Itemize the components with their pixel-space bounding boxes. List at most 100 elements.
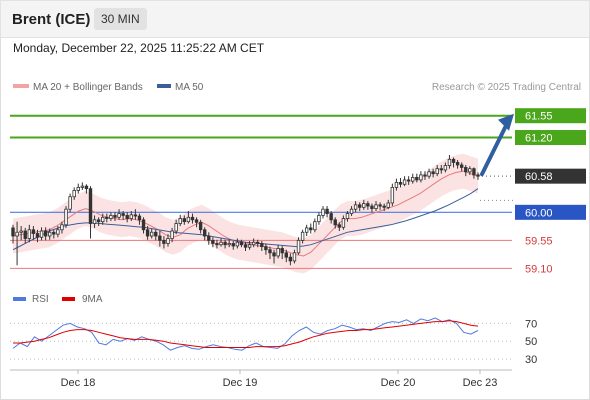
candle-body (317, 215, 321, 223)
candle-body (141, 219, 146, 231)
candle-body (468, 168, 472, 173)
candle-body (60, 224, 64, 231)
candle-body (43, 230, 48, 237)
candlesticks (11, 154, 480, 266)
candle-body (247, 244, 252, 248)
candle-body (117, 213, 121, 218)
pivot-badge-60.00 (515, 204, 586, 220)
ma9-line (13, 320, 479, 348)
candle-body (378, 204, 382, 207)
candle-body (268, 249, 272, 254)
candle-body (203, 229, 207, 237)
rsi-line (12, 317, 479, 351)
candle-body (84, 185, 89, 190)
candle-body (166, 238, 170, 244)
candle-body (121, 213, 125, 216)
candle-body (431, 171, 435, 175)
candle-body (19, 230, 23, 233)
candle-body (476, 174, 480, 177)
candle-body (96, 219, 101, 223)
candle-body (251, 241, 256, 246)
candle-body (341, 218, 346, 228)
last-price-badge (515, 168, 586, 184)
resistance-label-61.20: 61.20 (525, 133, 553, 145)
candle-body (68, 196, 72, 210)
chart-header: Brent (ICE) 30 MIN (0, 0, 590, 38)
candle-body (223, 241, 227, 246)
candle-body (219, 241, 223, 246)
timeframe-badge[interactable]: 30 MIN (94, 8, 147, 30)
candle-body (366, 203, 370, 207)
candle-body (349, 208, 354, 214)
candle-body (154, 231, 158, 237)
candle-body (125, 215, 129, 219)
candle-body (374, 204, 378, 209)
candle-body (464, 167, 468, 173)
candle-body (423, 174, 427, 177)
candle-body (345, 213, 350, 219)
candle-body (419, 174, 423, 181)
candle-body (402, 179, 407, 185)
candle-body (92, 219, 97, 224)
ma9-legend-swatch (62, 297, 75, 301)
candle-body (158, 235, 162, 241)
candle-body (137, 215, 142, 221)
candle-body (145, 229, 150, 237)
candle-body (472, 168, 476, 176)
x-tick-label: Dec 23 (463, 377, 498, 389)
candle-body (35, 233, 40, 238)
candle-body (394, 181, 399, 188)
last-price-label: 60.58 (525, 171, 553, 183)
candle-body (186, 216, 191, 223)
rsi-tick-30: 30 (525, 354, 537, 366)
candle-body (309, 227, 313, 231)
candle-body (276, 248, 280, 257)
ma9-legend-label: 9MA (82, 294, 103, 305)
price-levels: 61.55 61.20 60.58 60.00 59.55 59.10 (10, 108, 586, 275)
rsi-panel: 70 50 30 (10, 317, 537, 366)
candle-body (105, 216, 109, 219)
ma50-legend-label: MA 50 (175, 82, 204, 93)
candle-body (321, 208, 325, 216)
candle-body (52, 231, 56, 235)
candle-body (333, 219, 337, 226)
candle-body (439, 168, 443, 171)
candle-body (27, 229, 32, 239)
candle-body (272, 252, 276, 257)
candle-body (300, 231, 305, 241)
candle-body (406, 179, 411, 182)
timestamp: Monday, December 22, 2025 11:25:22 AM CE… (13, 41, 265, 55)
candle-body (174, 223, 178, 232)
support-label-59.55: 59.55 (525, 235, 553, 247)
candle-body (11, 227, 15, 237)
candle-body (451, 158, 456, 163)
pivot-label-60.00: 60.00 (525, 207, 553, 219)
forecast-arrow-shaft (480, 121, 509, 177)
candle-body (325, 208, 329, 214)
x-tick-label: Dec 18 (61, 377, 96, 389)
candle-body (370, 205, 374, 209)
ma20-legend-swatch (13, 84, 29, 88)
x-axis: Dec 18 Dec 19 Dec 20 Dec 23 (61, 370, 498, 389)
candle-body (280, 248, 284, 254)
bollinger-bands (13, 153, 478, 274)
candle-body (56, 229, 60, 235)
candle-body (329, 213, 333, 221)
candle-body (39, 230, 44, 238)
rsi-legend-swatch (13, 297, 26, 301)
candle-body (227, 243, 231, 246)
ma50-legend-swatch (157, 84, 171, 88)
chart-overlay (480, 113, 514, 177)
candle-body (88, 188, 93, 224)
candle-body (231, 243, 235, 247)
candle-body (211, 239, 215, 244)
candle-body (415, 177, 419, 181)
candle-body (296, 239, 301, 254)
candle-body (198, 221, 203, 231)
candle-body (23, 230, 27, 239)
candle-body (101, 216, 105, 223)
x-tick-label: Dec 20 (381, 377, 416, 389)
candle-body (435, 168, 439, 175)
candle-body (133, 214, 138, 217)
